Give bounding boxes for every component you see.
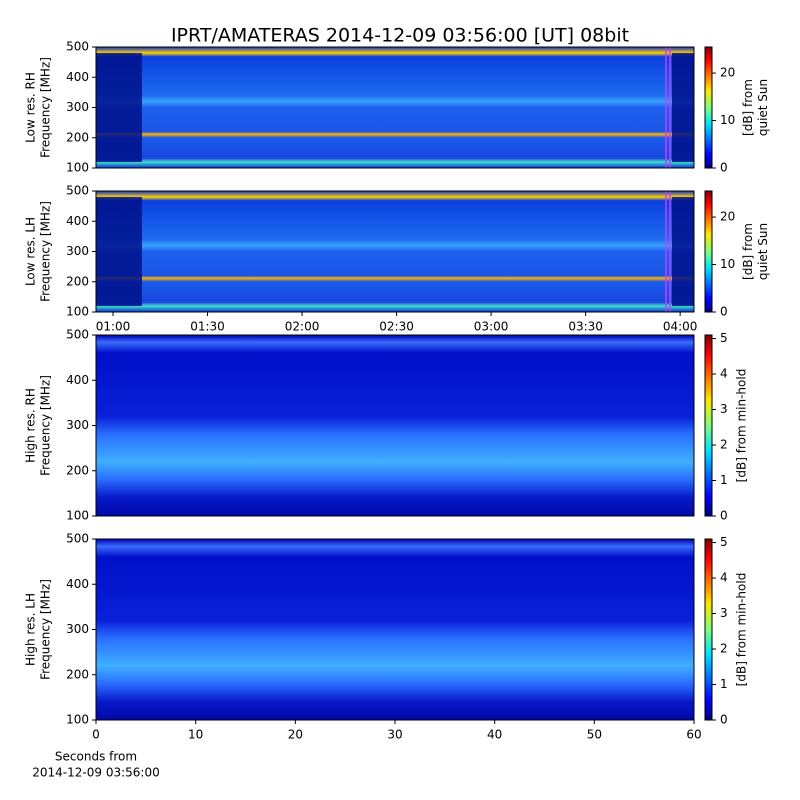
title: IPRT/AMATERAS 2014-12-09 03:56:00 [UT] 0… xyxy=(171,25,629,47)
colorbar-tick-label: 3 xyxy=(720,402,728,416)
y-tick-label: 300 xyxy=(66,622,89,636)
no-data-region xyxy=(672,53,694,162)
colorbar-tick-label: 4 xyxy=(720,367,728,381)
y-axis-label: Frequency [MHz] xyxy=(39,57,53,158)
colorbar-label: quiet Sun xyxy=(756,79,770,136)
colorbar-label: [dB] from min-hold xyxy=(735,369,749,483)
x-tick-label: 0 xyxy=(92,728,100,742)
y-tick-label: 500 xyxy=(66,532,89,546)
spectrogram xyxy=(96,539,694,720)
no-data-region xyxy=(96,197,142,306)
x-tick-label: 40 xyxy=(487,728,502,742)
y-tick-label: 100 xyxy=(66,509,89,523)
colorbar xyxy=(704,46,713,169)
y-tick-label: 400 xyxy=(66,70,89,84)
x-tick-label: 60 xyxy=(686,728,701,742)
colorbar-tick-label: 10 xyxy=(720,257,735,271)
y-tick-label: 100 xyxy=(66,161,89,175)
no-data-region xyxy=(96,53,142,162)
y-axis-label: High res. RH xyxy=(24,388,38,463)
y-tick-label: 100 xyxy=(66,305,89,319)
y-tick-label: 500 xyxy=(66,40,89,54)
y-tick-label: 200 xyxy=(66,463,89,477)
no-data-region xyxy=(672,197,694,306)
y-axis-label: Frequency [MHz] xyxy=(39,201,53,302)
y-tick-label: 500 xyxy=(66,328,89,342)
x-axis-label: Seconds from xyxy=(55,750,137,764)
y-axis-label: Frequency [MHz] xyxy=(39,375,53,476)
spectrogram xyxy=(96,191,694,312)
colorbar-tick-label: 0 xyxy=(720,161,728,175)
x-tick-label: 04:00 xyxy=(663,320,698,334)
colorbar-tick-label: 1 xyxy=(720,677,728,691)
y-tick-label: 300 xyxy=(66,418,89,432)
x-tick-label: 30 xyxy=(387,728,402,742)
colorbar-label: [dB] from xyxy=(741,79,755,136)
colorbar-label: quiet Sun xyxy=(756,223,770,280)
colorbar-tick-label: 2 xyxy=(720,438,728,452)
colorbar-tick-label: 5 xyxy=(720,331,728,345)
y-tick-label: 200 xyxy=(66,274,89,288)
colorbar-tick-label: 5 xyxy=(720,535,728,549)
y-tick-label: 200 xyxy=(66,130,89,144)
x-tick-label: 02:00 xyxy=(285,320,320,334)
y-tick-label: 400 xyxy=(66,577,89,591)
y-tick-label: 300 xyxy=(66,244,89,258)
y-axis-label: Low res. LH xyxy=(24,217,38,286)
y-axis-label: Low res. RH xyxy=(24,72,38,143)
x-tick-label: 03:30 xyxy=(568,320,603,334)
y-tick-label: 400 xyxy=(66,373,89,387)
y-axis-label: High res. LH xyxy=(24,593,38,666)
x-tick-label: 01:00 xyxy=(96,320,131,334)
colorbar-tick-label: 4 xyxy=(720,571,728,585)
x-tick-label: 50 xyxy=(587,728,602,742)
x-tick-label: 02:30 xyxy=(379,320,414,334)
x-tick-label: 01:30 xyxy=(190,320,225,334)
colorbar-tick-label: 0 xyxy=(720,305,728,319)
colorbar xyxy=(704,190,713,313)
colorbar-tick-label: 0 xyxy=(720,713,728,727)
spectrogram xyxy=(96,47,694,168)
colorbar xyxy=(704,538,713,721)
x-tick-label: 10 xyxy=(188,728,203,742)
colorbar-label: [dB] from xyxy=(741,223,755,280)
colorbar-tick-label: 0 xyxy=(720,509,728,523)
y-tick-label: 200 xyxy=(66,667,89,681)
y-tick-label: 400 xyxy=(66,214,89,228)
spectrogram xyxy=(96,335,694,516)
colorbar-tick-label: 1 xyxy=(720,473,728,487)
colorbar-tick-label: 20 xyxy=(720,66,735,80)
colorbar-tick-label: 2 xyxy=(720,642,728,656)
colorbar-tick-label: 3 xyxy=(720,606,728,620)
y-axis-label: Frequency [MHz] xyxy=(39,579,53,680)
colorbar-tick-label: 20 xyxy=(720,210,735,224)
colorbar-tick-label: 10 xyxy=(720,113,735,127)
y-tick-label: 500 xyxy=(66,184,89,198)
colorbar xyxy=(704,334,713,517)
x-axis-label: 2014-12-09 03:56:00 xyxy=(32,766,159,780)
y-tick-label: 300 xyxy=(66,100,89,114)
colorbar-label: [dB] from min-hold xyxy=(735,573,749,687)
y-tick-label: 100 xyxy=(66,713,89,727)
x-tick-label: 20 xyxy=(288,728,303,742)
x-tick-label: 03:00 xyxy=(474,320,509,334)
